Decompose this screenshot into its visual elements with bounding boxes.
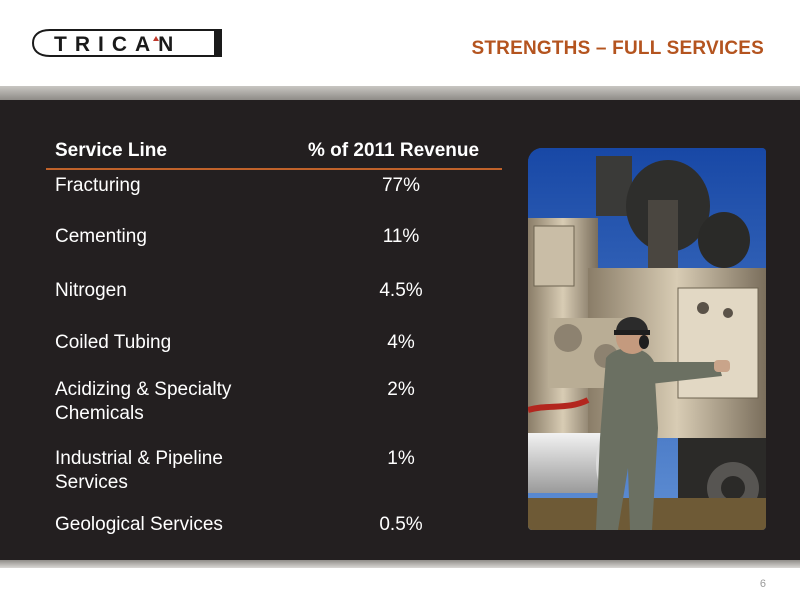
- revenue-cell: 0.5%: [379, 514, 423, 535]
- worker-equipment-illustration: [528, 148, 766, 530]
- service-cell: Nitrogen: [55, 280, 127, 301]
- service-cell: Geological Services: [55, 514, 223, 535]
- revenue-cell: 11%: [382, 226, 420, 247]
- footer-divider-band: [0, 560, 800, 568]
- slide-title: STRENGTHS – FULL SERVICES: [471, 38, 764, 59]
- page-number: 6: [759, 578, 766, 590]
- service-cell: Industrial & Pipeline Services: [55, 448, 223, 493]
- table-header: Service Line % of 2011 Revenue: [46, 134, 502, 170]
- trican-logo-mark: TRICAN: [32, 29, 222, 57]
- revenue-cell: 4.5%: [379, 280, 423, 301]
- svg-text:TRICAN: TRICAN: [54, 33, 181, 56]
- trican-logo: TRICAN: [32, 28, 222, 58]
- service-cell: Fracturing: [55, 175, 141, 196]
- service-cell: Coiled Tubing: [55, 332, 172, 353]
- service-cell: Acidizing & Specialty Chemicals: [55, 379, 232, 424]
- revenue-cell: 4%: [387, 332, 415, 353]
- revenue-cell: 2%: [387, 379, 415, 400]
- revenue-cell: 77%: [381, 175, 421, 196]
- revenue-table: Service Line % of 2011 Revenue Fracturin…: [46, 134, 502, 535]
- header-divider-band: [0, 86, 800, 100]
- column-header-revenue: % of 2011 Revenue: [308, 140, 480, 161]
- slide-header: TRICAN STRENGTHS – FULL SERVICES: [0, 0, 800, 88]
- column-header-service-line: Service Line: [55, 140, 167, 161]
- service-cell: Cementing: [55, 226, 147, 247]
- revenue-cell: 1%: [387, 448, 415, 469]
- worker-equipment-photo: [528, 148, 766, 530]
